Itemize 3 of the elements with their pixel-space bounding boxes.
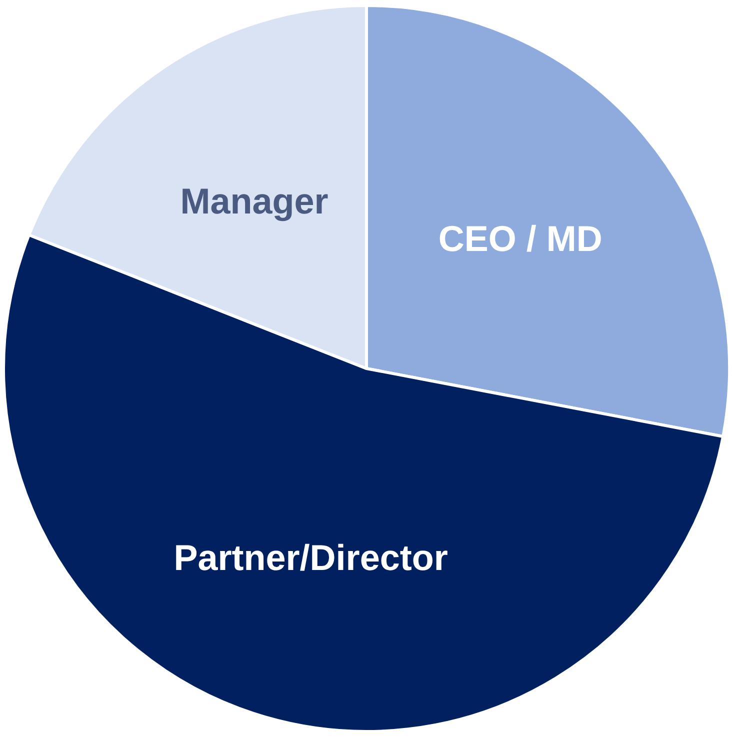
slice-label: CEO / MD xyxy=(438,218,602,260)
slice-label: Partner/Director xyxy=(174,537,448,578)
slice-label: Manager xyxy=(180,180,328,222)
